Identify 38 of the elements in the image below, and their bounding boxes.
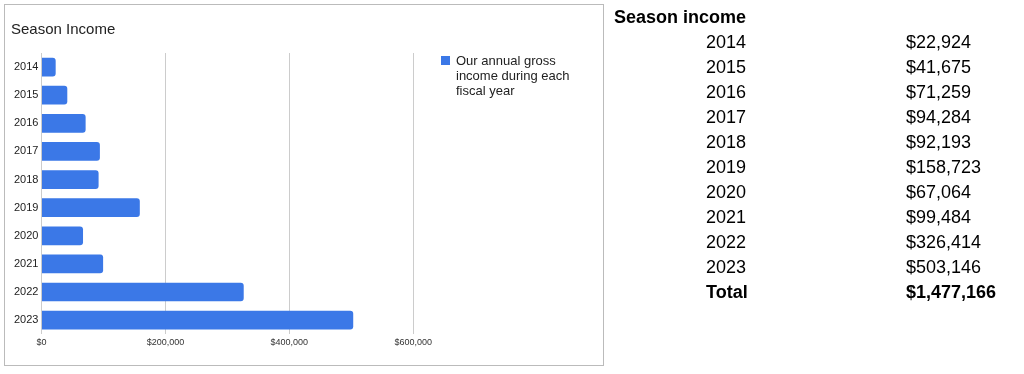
y-tick-label: 2018 (13, 172, 39, 185)
text: 2016 $71,259 (706, 82, 972, 102)
bar (41, 142, 100, 161)
bar (41, 170, 99, 189)
chart-title: Season Income (11, 20, 116, 38)
bar (41, 254, 104, 274)
text: 2021 $99,484 (706, 207, 972, 227)
bar (41, 310, 354, 330)
y-tick-label: 2021 (13, 256, 39, 269)
text: 2020 $67,064 (706, 182, 972, 202)
y-tick-label: 2020 (13, 228, 39, 241)
y-tick-label: 2022 (13, 285, 39, 298)
bar (41, 57, 56, 77)
text: 2023 $503,146 (706, 257, 982, 277)
y-tick-label: 2016 (13, 116, 39, 129)
x-tick-label: $400,000 (270, 337, 309, 348)
text: 2018 $92,193 (706, 132, 972, 152)
y-tick-label: 2023 (13, 313, 39, 326)
x-tick-label: $0 (36, 337, 47, 348)
text: 2015 $41,675 (706, 57, 972, 77)
text: 2014 $22,924 (706, 32, 972, 52)
text: 2017 $94,284 (706, 107, 972, 127)
text: 2022 $326,414 (706, 232, 982, 252)
x-tick-label: $600,000 (394, 337, 432, 348)
text: 2019 $158,723 (706, 157, 982, 177)
bar (41, 113, 86, 133)
y-tick-label: 2014 (13, 60, 39, 73)
y-tick-label: 2017 (13, 144, 39, 157)
y-tick-label: 2019 (13, 200, 39, 213)
bar (41, 226, 84, 246)
text: Total $1,477,166 (706, 282, 997, 302)
bar (41, 198, 140, 218)
legend-label: Our annual gross income during each fiscal year (456, 53, 571, 98)
bar (41, 85, 68, 105)
text: Season income (614, 6, 748, 29)
x-tick-label: $200,000 (146, 337, 185, 348)
bar (41, 282, 244, 302)
y-tick-label: 2015 (13, 88, 39, 101)
